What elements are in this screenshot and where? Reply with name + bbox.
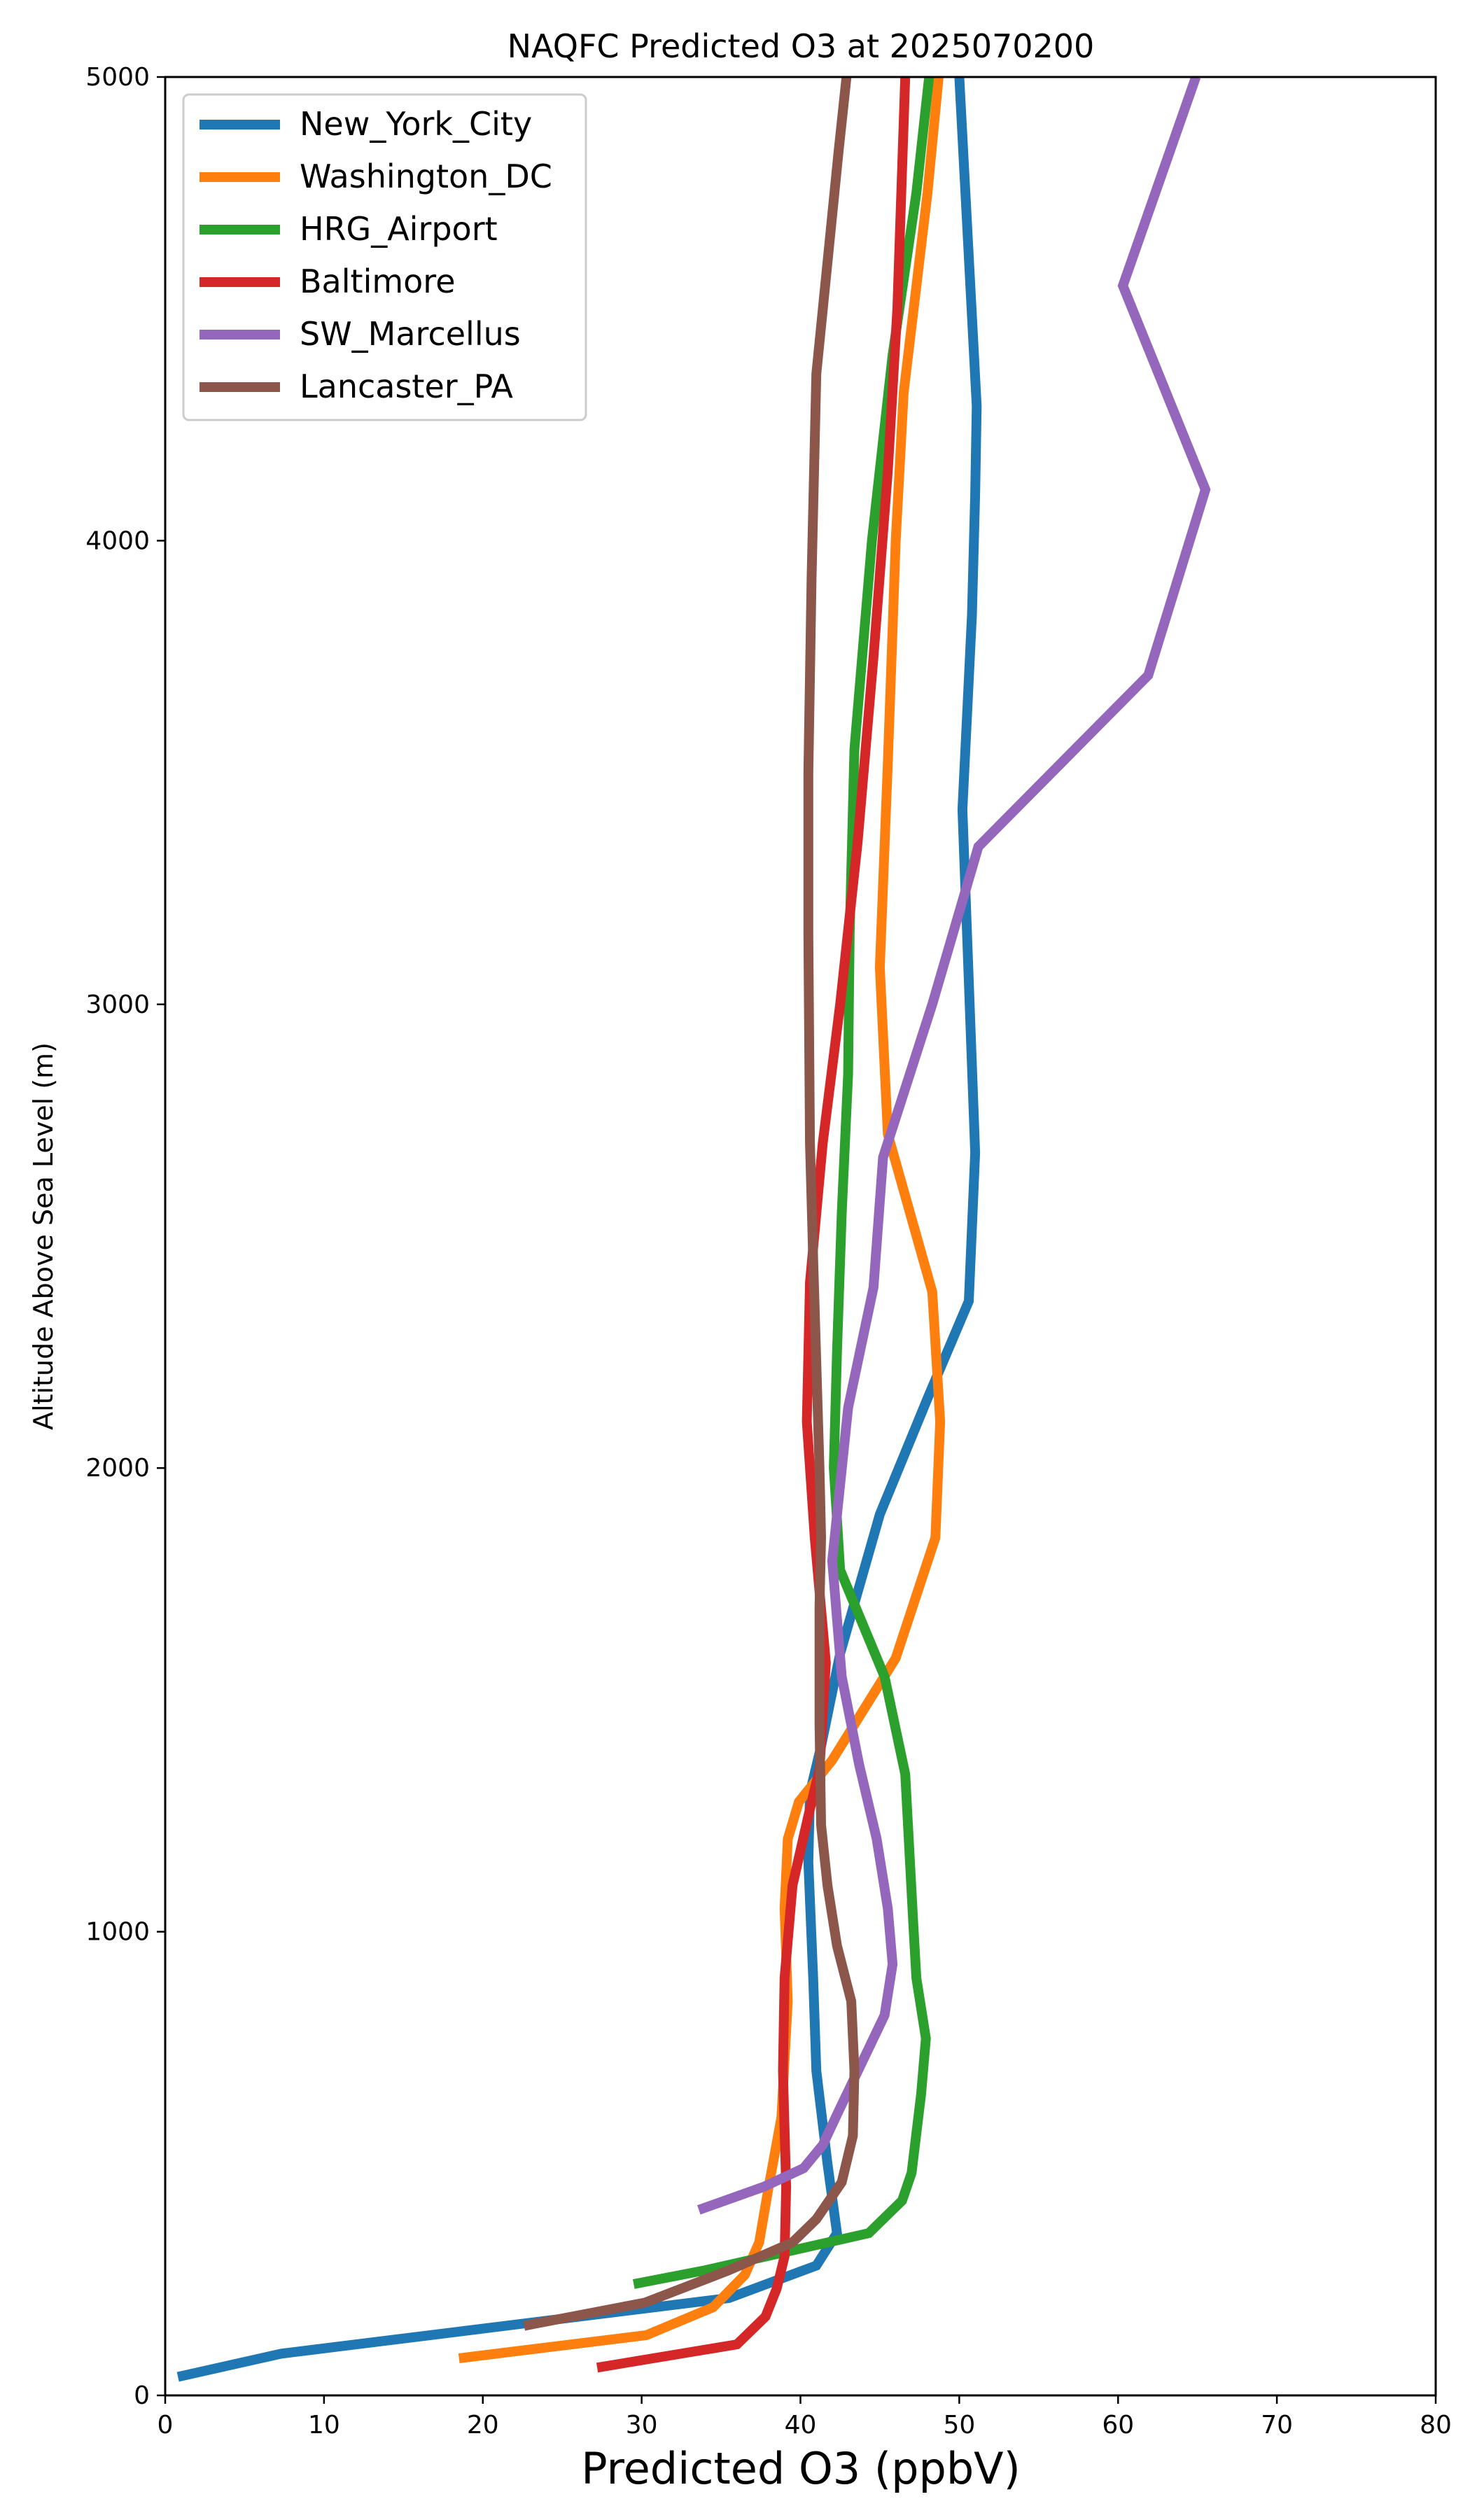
- x-tick-label: 10: [308, 2411, 340, 2440]
- x-tick-label: 30: [626, 2411, 658, 2440]
- x-tick-label: 50: [943, 2411, 975, 2440]
- plot-area: [176, 77, 1211, 2382]
- x-tick-label: 80: [1420, 2411, 1452, 2440]
- series-line-washington-dc: [458, 77, 946, 2363]
- y-tick-label: 5000: [85, 63, 150, 92]
- series-line-sw-marcellus: [696, 77, 1211, 2215]
- x-axis-label: Predicted O3 (ppbV): [581, 2443, 1021, 2494]
- y-axis-label: Altitude Above Sea Level (m): [28, 1042, 59, 1430]
- x-tick-label: 0: [158, 2411, 174, 2440]
- x-tick-label: 60: [1102, 2411, 1134, 2440]
- legend-box: [182, 93, 587, 421]
- legend-label: Washington_DC: [300, 158, 552, 195]
- x-tick-label: 40: [785, 2411, 817, 2440]
- chart-title: NAQFC Predicted O3 at 2025070200: [507, 27, 1095, 65]
- series-line-new-york-city: [176, 77, 982, 2382]
- x-axis-ticks: 0 10 20 30 40 50 60 70 80: [158, 2395, 1452, 2440]
- y-tick-label: 2000: [85, 1454, 150, 1483]
- y-axis-ticks: 0 1000 2000 3000 4000 5000: [85, 63, 165, 2410]
- y-tick-label: 3000: [85, 990, 150, 1019]
- legend-label: HRG_Airport: [300, 210, 498, 248]
- legend-label: New_York_City: [300, 105, 532, 143]
- series-layer: [176, 77, 1211, 2382]
- x-tick-label: 70: [1261, 2411, 1293, 2440]
- y-tick-label: 0: [134, 2381, 150, 2410]
- series-line-hrg-airport: [632, 77, 934, 2289]
- legend-label: Lancaster_PA: [300, 368, 513, 405]
- y-tick-label: 1000: [85, 1918, 150, 1947]
- legend-label: SW_Marcellus: [300, 315, 521, 353]
- y-tick-label: 4000: [85, 526, 150, 555]
- legend: New_York_City Washington_DC HRG_Airport Bal…: [182, 93, 587, 421]
- legend-label: Baltimore: [300, 262, 456, 300]
- series-line-lancaster-pa: [523, 77, 860, 2331]
- x-tick-label: 20: [467, 2411, 499, 2440]
